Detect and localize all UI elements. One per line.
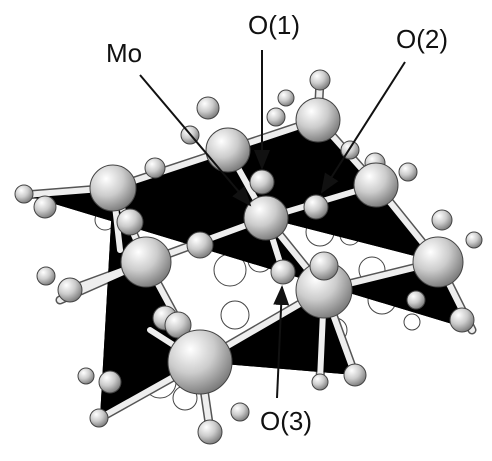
molecule-diagram: Mo O(1) O(2) O(3) — [0, 0, 492, 461]
label-o2: O(2) — [396, 24, 448, 54]
label-o1: O(1) — [248, 10, 300, 40]
label-mo: Mo — [106, 38, 142, 68]
label-o3: O(3) — [260, 406, 312, 436]
page: Mo O(1) O(2) O(3) (() => { const data = … — [0, 0, 492, 461]
